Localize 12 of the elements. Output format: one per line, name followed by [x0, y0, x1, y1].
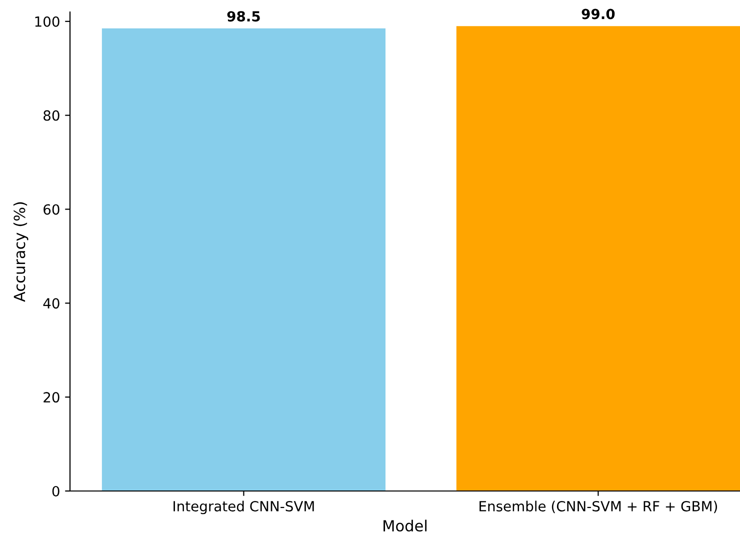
y-tick-label: 20	[44, 392, 60, 403]
data-label: 98.5	[227, 11, 260, 22]
y-tick-label: 80	[44, 110, 60, 121]
x-axis-title: Model	[384, 520, 426, 532]
y-tick-label: 0	[52, 486, 60, 496]
y-tick-label: 60	[44, 204, 60, 215]
x-tick-label: Integrated CNN-SVM	[174, 500, 314, 514]
x-tick-label: Ensemble (CNN-SVM + RF + GBM)	[480, 500, 718, 514]
y-tick-label: 40	[43, 298, 60, 309]
data-label: 99.0	[582, 8, 615, 20]
y-axis-title: Accuracy (%)	[13, 202, 28, 302]
y-tick-label: 100	[35, 16, 60, 27]
